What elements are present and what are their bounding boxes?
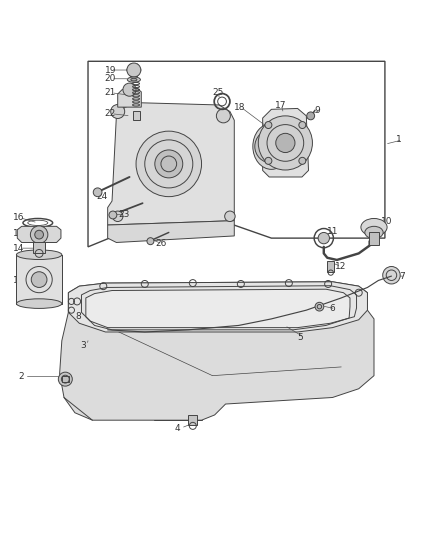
Circle shape <box>93 188 102 197</box>
Text: 13: 13 <box>13 277 25 285</box>
Ellipse shape <box>131 78 137 81</box>
Polygon shape <box>60 282 374 420</box>
Circle shape <box>383 266 400 284</box>
Text: 12: 12 <box>335 262 346 271</box>
Polygon shape <box>108 221 234 243</box>
Text: 15: 15 <box>13 229 25 238</box>
Text: 24: 24 <box>96 192 107 201</box>
Text: 6: 6 <box>329 304 335 313</box>
Text: 22: 22 <box>105 109 116 118</box>
Text: 9: 9 <box>314 106 320 115</box>
Text: 21: 21 <box>105 88 116 97</box>
Text: 1: 1 <box>396 135 402 144</box>
Text: 26: 26 <box>155 239 167 248</box>
Polygon shape <box>17 227 61 243</box>
Bar <box>188 415 197 425</box>
Circle shape <box>109 211 117 219</box>
Ellipse shape <box>16 299 62 309</box>
Circle shape <box>155 150 183 178</box>
Text: 7: 7 <box>399 272 405 280</box>
Bar <box>33 243 45 253</box>
Circle shape <box>255 130 288 163</box>
Polygon shape <box>118 87 141 107</box>
Text: 5: 5 <box>297 333 304 342</box>
Text: 2: 2 <box>18 372 24 381</box>
Circle shape <box>30 226 48 244</box>
Text: 25: 25 <box>212 88 224 97</box>
Ellipse shape <box>361 219 387 236</box>
Ellipse shape <box>127 77 141 82</box>
Circle shape <box>31 272 47 287</box>
Circle shape <box>147 238 154 245</box>
Circle shape <box>276 133 295 152</box>
Circle shape <box>111 104 125 118</box>
Circle shape <box>265 122 272 128</box>
Text: 23: 23 <box>119 211 130 220</box>
Text: 10: 10 <box>381 217 392 227</box>
Bar <box>16 255 62 304</box>
Text: 18: 18 <box>234 103 246 111</box>
Bar <box>62 376 69 382</box>
Circle shape <box>58 372 72 386</box>
Text: 4: 4 <box>174 424 180 433</box>
Polygon shape <box>68 282 367 332</box>
Ellipse shape <box>365 227 383 239</box>
Circle shape <box>265 157 272 164</box>
Polygon shape <box>263 108 308 177</box>
Polygon shape <box>88 61 385 247</box>
Circle shape <box>113 211 123 222</box>
Circle shape <box>299 157 306 164</box>
Text: 17: 17 <box>275 101 286 110</box>
Bar <box>369 231 379 245</box>
Text: 3: 3 <box>80 341 86 350</box>
Text: 14: 14 <box>13 244 24 253</box>
Text: 20: 20 <box>105 74 116 83</box>
Circle shape <box>35 230 43 239</box>
Circle shape <box>258 116 312 170</box>
Text: 16: 16 <box>13 213 25 222</box>
Circle shape <box>225 211 235 222</box>
Circle shape <box>127 63 141 77</box>
Circle shape <box>123 83 136 96</box>
Text: 11: 11 <box>327 227 339 236</box>
Text: 19: 19 <box>105 66 116 75</box>
Polygon shape <box>86 289 350 330</box>
Text: 8: 8 <box>75 312 81 321</box>
Bar <box>133 111 141 120</box>
Polygon shape <box>108 103 234 225</box>
Circle shape <box>299 122 306 128</box>
Ellipse shape <box>253 124 290 169</box>
Circle shape <box>307 112 314 120</box>
Circle shape <box>216 109 230 123</box>
Bar <box>327 261 334 272</box>
Circle shape <box>315 302 324 311</box>
Circle shape <box>318 232 329 244</box>
Ellipse shape <box>16 250 62 260</box>
Circle shape <box>136 131 201 197</box>
